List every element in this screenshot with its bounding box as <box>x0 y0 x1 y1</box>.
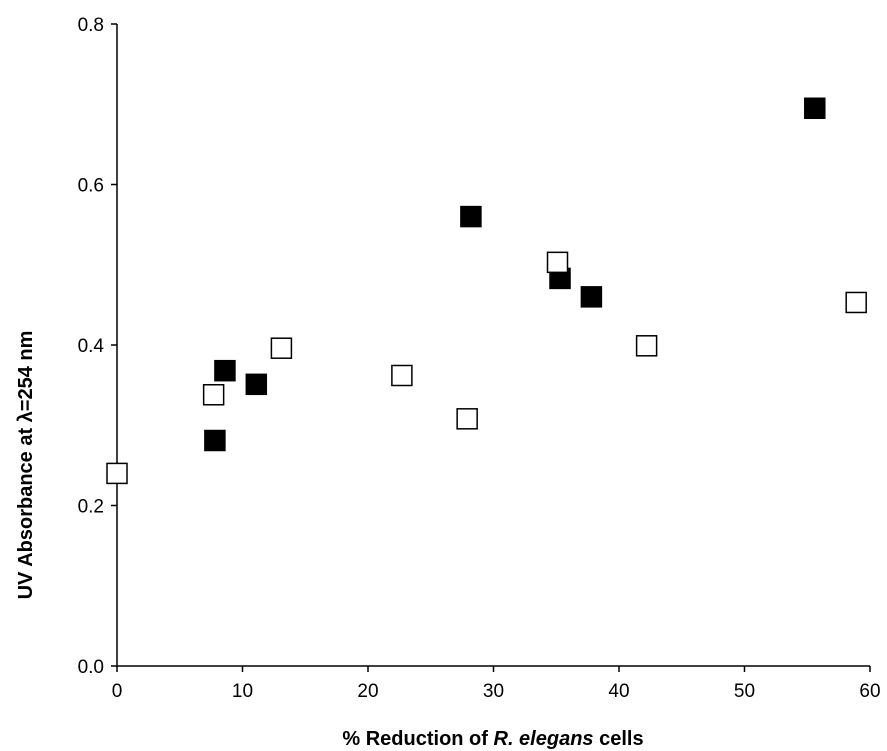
data-point-open <box>270 337 293 359</box>
y-axis-label: UV Absorbance at λ=254 nm <box>15 331 37 600</box>
y-tick-label: 0.2 <box>78 497 104 518</box>
data-point-open <box>635 335 658 357</box>
x-tick-label: 50 <box>734 681 755 702</box>
x-tick-label: 60 <box>859 681 880 702</box>
x-tick-label: 30 <box>483 681 504 702</box>
data-point-filled <box>245 373 268 396</box>
x-axis-label-part-3: cells <box>594 728 644 750</box>
x-tick-label: 10 <box>232 681 253 702</box>
data-point-open <box>202 384 225 406</box>
data-point-filled <box>580 286 603 308</box>
data-point-open <box>456 408 478 430</box>
y-tick-label: 0.6 <box>78 176 104 197</box>
x-axis-ticks: 0 10 20 30 40 50 60 <box>112 666 881 702</box>
x-axis-label-part-1: % Reduction of <box>342 728 493 750</box>
x-tick-label: 0 <box>112 681 123 702</box>
plot-area <box>116 24 870 667</box>
x-tick-label: 40 <box>608 681 629 702</box>
y-tick-label: 0.0 <box>78 657 104 678</box>
data-point-filled <box>204 429 226 452</box>
data-point-open <box>391 364 413 387</box>
data-point-filled <box>804 97 826 120</box>
data-point-open <box>845 291 867 314</box>
y-tick-label: 0.4 <box>78 336 105 357</box>
y-tick-label: 0.8 <box>78 15 104 36</box>
data-point-filled <box>460 205 482 228</box>
data-point-open <box>106 462 128 485</box>
x-axis-label-species: R. elegans <box>494 728 594 750</box>
data-markers <box>106 97 867 485</box>
x-tick-label: 20 <box>357 681 378 702</box>
data-point-filled <box>214 359 236 382</box>
x-axis-label: % Reduction of R. elegans cells <box>342 728 643 750</box>
data-point-open <box>546 251 569 274</box>
y-axis-ticks: 0.0 0.2 0.4 0.6 0.8 <box>78 15 117 678</box>
